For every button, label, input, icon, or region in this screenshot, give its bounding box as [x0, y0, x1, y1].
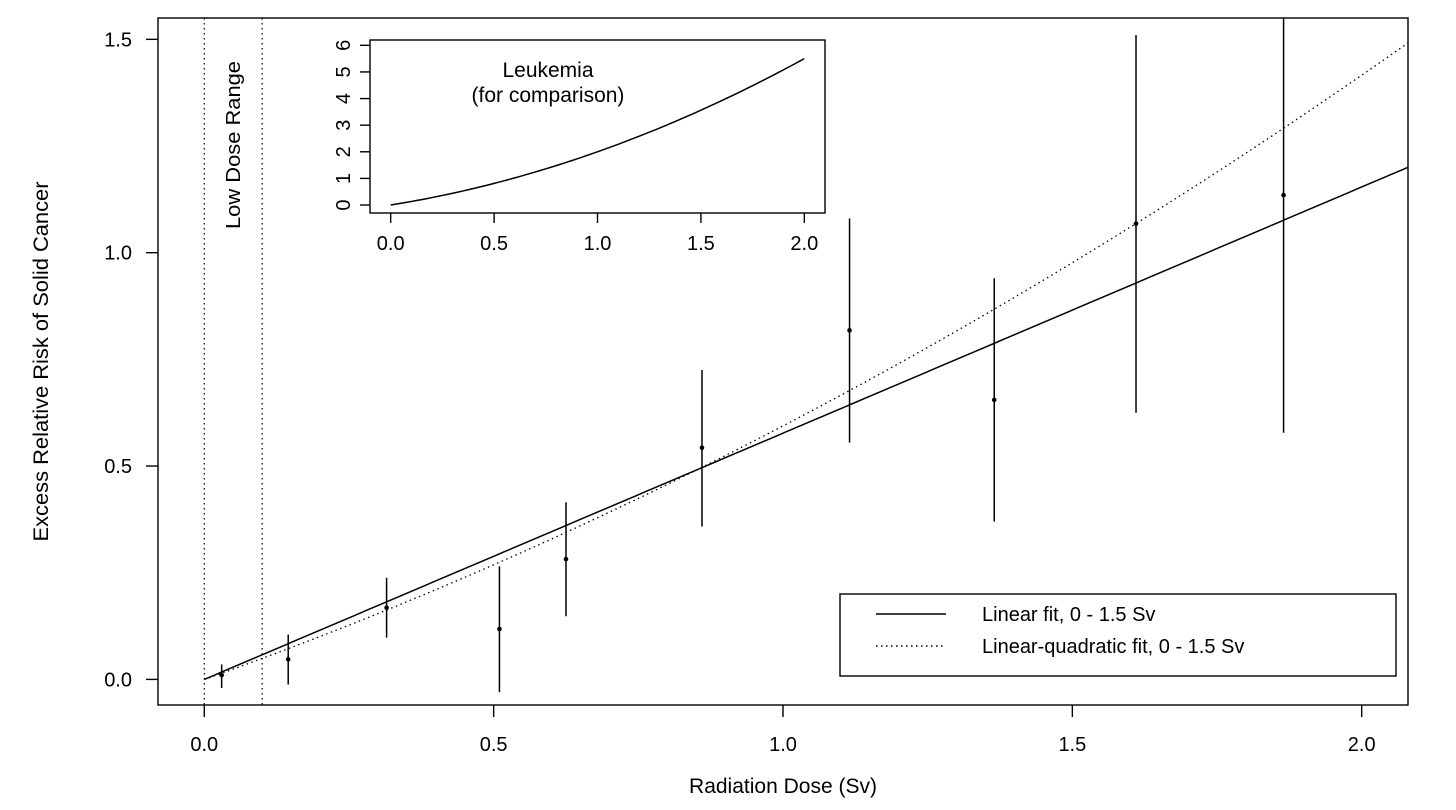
- inset-y-tick-label: 0: [333, 199, 355, 210]
- x-tick-label: 0.0: [190, 734, 218, 756]
- inset-x-tick-label: 1.0: [584, 233, 612, 255]
- leukemia-curve: [390, 57, 805, 206]
- x-tick-label: 2.0: [1348, 734, 1376, 756]
- data-point: [563, 556, 569, 562]
- data-point: [285, 657, 291, 662]
- inset-x-tick-label: 0.0: [377, 233, 405, 255]
- data-point: [219, 672, 224, 678]
- linear-quadratic-fit-line: [204, 42, 1408, 681]
- x-tick-label: 0.5: [480, 734, 508, 756]
- inset-y-tick-label: 6: [333, 40, 355, 51]
- data-point: [847, 328, 852, 333]
- y-axis-label: Excess Relative Risk of Solid Cancer: [30, 181, 53, 541]
- inset-y-tick-label: 4: [333, 93, 355, 104]
- data-point: [384, 605, 389, 611]
- legend-entry-label: Linear fit, 0 - 1.5 Sv: [982, 604, 1155, 626]
- y-tick-label: 0.0: [104, 669, 132, 691]
- inset-title: Leukemia: [502, 59, 593, 82]
- y-tick-label: 1.5: [104, 29, 132, 51]
- low-dose-range-label: Low Dose Range: [223, 61, 245, 229]
- y-tick-label: 1.0: [104, 243, 132, 265]
- x-tick-label: 1.5: [1058, 734, 1086, 756]
- data-point: [991, 397, 997, 403]
- inset-plot-frame: [369, 39, 826, 214]
- inset-subtitle: (for comparison): [472, 84, 625, 107]
- data-point: [699, 445, 705, 450]
- data-point: [497, 626, 502, 632]
- linear-fit-line: [204, 166, 1408, 681]
- x-tick-label: 1.0: [769, 734, 797, 756]
- x-axis-label: Radiation Dose (Sv): [689, 775, 877, 798]
- inset-x-tick-label: 0.5: [480, 233, 508, 255]
- inset-y-tick-label: 3: [333, 120, 355, 131]
- legend-box: [839, 593, 1397, 677]
- inset-x-tick-label: 1.5: [687, 233, 715, 255]
- data-point: [1281, 192, 1286, 198]
- data-point: [1133, 221, 1139, 226]
- legend-entry-label: Linear-quadratic fit, 0 - 1.5 Sv: [982, 636, 1244, 658]
- y-tick-label: 0.5: [104, 456, 132, 478]
- inset-y-tick-label: 5: [333, 66, 355, 77]
- inset-x-tick-label: 2.0: [790, 233, 818, 255]
- inset-y-tick-label: 2: [333, 146, 355, 157]
- inset-y-tick-label: 1: [333, 173, 355, 184]
